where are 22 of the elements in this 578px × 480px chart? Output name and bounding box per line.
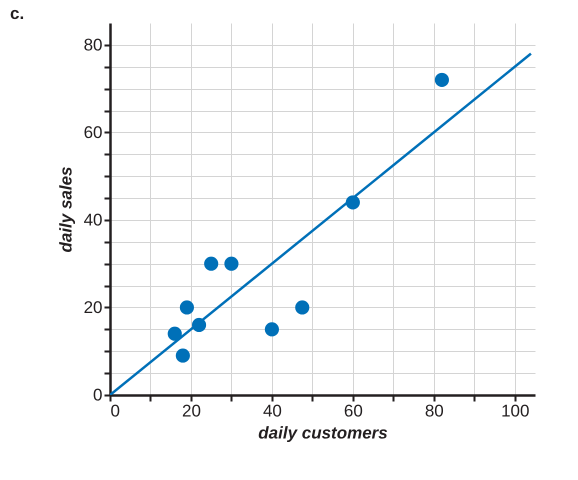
y-tick-label: 80 — [84, 35, 102, 54]
x-tick-label: 100 — [501, 402, 530, 420]
y-tick-label: 0 — [93, 386, 102, 404]
x-tick-label: 0 — [110, 402, 120, 420]
x-axis-title: daily customers — [258, 424, 388, 442]
x-tick-label: 20 — [182, 402, 201, 420]
point — [176, 348, 190, 363]
y-tick-label: 40 — [84, 210, 102, 230]
y-tick-label: 60 — [84, 122, 102, 142]
y-tick-label: 20 — [84, 298, 102, 317]
y-axis-title: daily sales — [56, 166, 76, 253]
x-tick-label: 60 — [344, 402, 363, 420]
point — [204, 256, 218, 271]
point — [295, 300, 310, 315]
text: c. — [10, 4, 24, 23]
point — [434, 72, 449, 87]
point — [180, 300, 194, 315]
x-tick-label: 80 — [424, 402, 444, 420]
point — [168, 326, 182, 341]
point — [264, 322, 279, 336]
x-tick-label: 40 — [262, 402, 282, 420]
point — [224, 256, 238, 271]
